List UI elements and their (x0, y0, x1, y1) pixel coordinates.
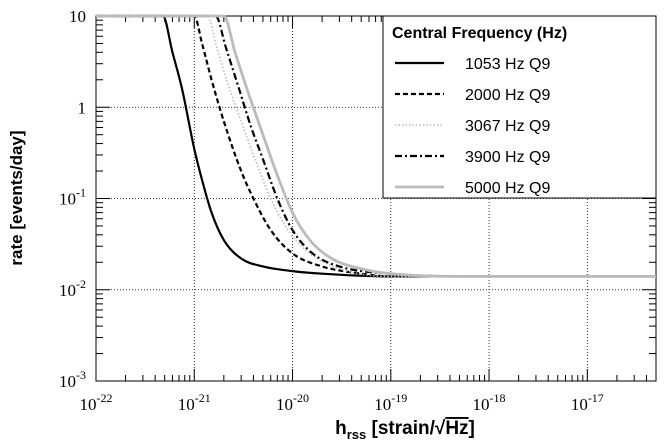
legend-box (382, 15, 657, 199)
x-tick-base: 10 (276, 395, 293, 414)
x-tick-exponent: -17 (588, 391, 604, 405)
y-tick-label: 1 (78, 98, 87, 117)
y-tick-base: 1 (78, 98, 87, 117)
x-tick-exponent: -21 (195, 391, 211, 405)
x-tick-labels: 10-22 10-21 10-20 10-19 10-18 10-17 (80, 391, 604, 414)
x-tick-label: 10-22 (80, 391, 113, 414)
x-axis-label-subscript: rss (347, 427, 367, 442)
series-lines (95, 14, 656, 278)
y-tick-exponent: -2 (76, 277, 86, 291)
y-tick-label: 10-1 (59, 186, 86, 209)
series-line-5 (95, 14, 656, 278)
legend: Central Frequency (Hz) 1053 Hz Q9 2000 Hz… (382, 15, 657, 199)
x-axis-label-sqrt: √ (435, 418, 446, 439)
legend-label-4: 3900 Hz Q9 (465, 149, 550, 166)
y-tick-base: 10 (59, 372, 76, 391)
x-tick-label: 10-17 (571, 391, 604, 414)
x-tick-base: 10 (473, 395, 490, 414)
legend-items: 1053 Hz Q9 2000 Hz Q9 3067 Hz Q9 3900 Hz Q9… (395, 56, 550, 197)
x-axis-label-symbol: h (335, 418, 347, 439)
legend-label-2: 2000 Hz Q9 (465, 87, 550, 104)
x-tick-exponent: -20 (293, 391, 309, 405)
x-tick-exponent: -19 (391, 391, 407, 405)
y-tick-exponent: -3 (76, 368, 86, 382)
x-tick-label: 10-19 (374, 391, 407, 414)
x-tick-base: 10 (80, 395, 97, 414)
series-line-4 (95, 14, 656, 278)
legend-label-5: 5000 Hz Q9 (465, 180, 550, 197)
x-tick-label: 10-18 (473, 391, 506, 414)
legend-label-3: 3067 Hz Q9 (465, 118, 550, 135)
y-tick-base: 10 (59, 190, 76, 209)
y-tick-label: 10-2 (59, 277, 86, 300)
x-axis-label-close: ] (469, 418, 475, 439)
x-tick-base: 10 (374, 395, 391, 414)
x-axis-label-radicand: Hz (445, 418, 468, 439)
y-tick-label: 10 (69, 7, 86, 26)
x-tick-base: 10 (571, 395, 588, 414)
x-tick-exponent: -22 (97, 391, 113, 405)
x-tick-label: 10-20 (276, 391, 309, 414)
y-tick-label: 10-3 (59, 368, 86, 391)
x-tick-label: 10-21 (178, 391, 211, 414)
legend-title: Central Frequency (Hz) (392, 25, 567, 42)
legend-label-1: 1053 Hz Q9 (465, 56, 550, 73)
y-axis-label: rate [events/day] (7, 130, 26, 265)
y-tick-base: 10 (69, 7, 86, 26)
y-tick-exponent: -1 (76, 186, 86, 200)
x-axis-label: hrss [strain/√Hz] (335, 418, 475, 442)
x-tick-exponent: -18 (490, 391, 506, 405)
x-axis-label-unit: [strain/ (366, 418, 435, 439)
y-tick-base: 10 (59, 281, 76, 300)
x-tick-base: 10 (178, 395, 195, 414)
